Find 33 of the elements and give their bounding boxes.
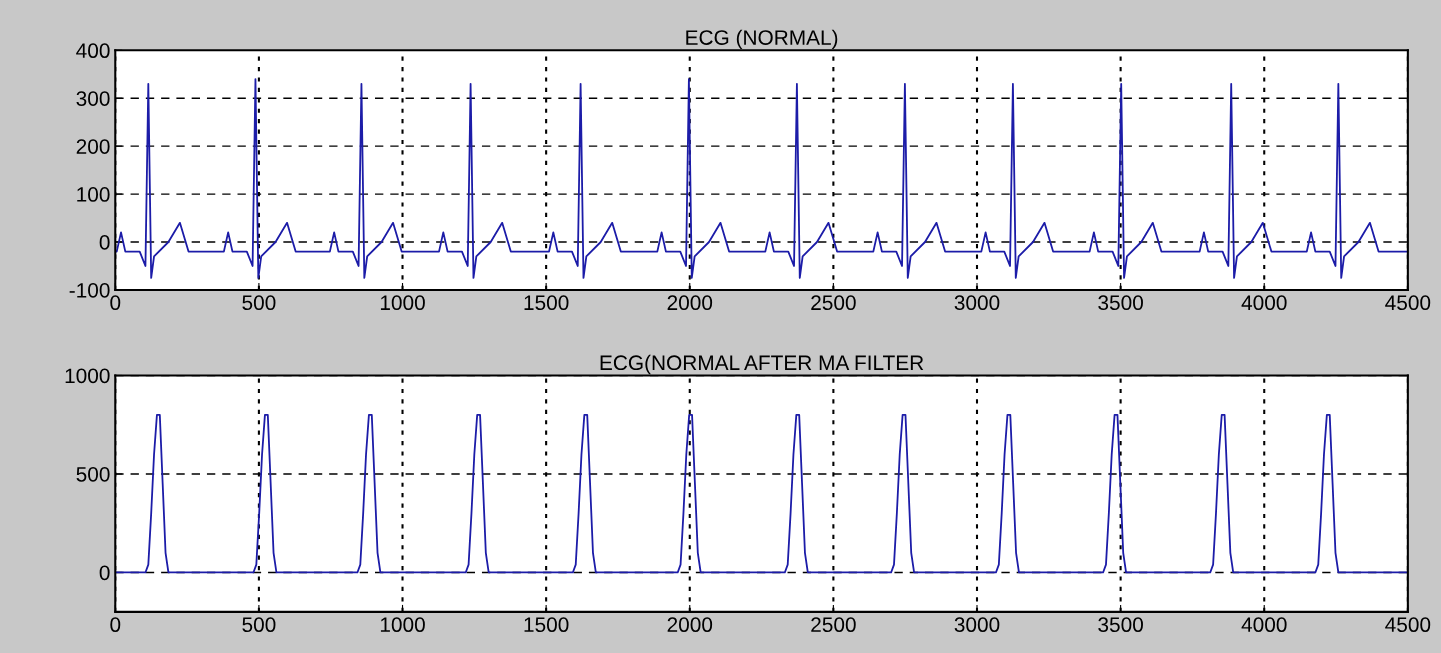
y-tick-label: 1000 (65, 368, 110, 384)
x-tick-label: 1500 (524, 295, 569, 311)
y-tick-label: 0 (99, 235, 110, 250)
y-tick-label: -100 (69, 282, 110, 298)
x-tick-label: 4000 (1241, 617, 1287, 633)
y-tick-label: 200 (76, 139, 110, 154)
x-tick-label: 1000 (380, 617, 425, 633)
x-tick-label: 0 (110, 295, 121, 311)
x-tick-label: 3500 (1098, 617, 1143, 633)
line-series (115, 413, 1408, 574)
y-tick-label: 300 (76, 91, 110, 106)
x-tick-label: 2500 (811, 617, 856, 633)
y-tick-label: 500 (76, 466, 110, 482)
x-tick-label: 3000 (954, 617, 1000, 633)
y-tick-label: 400 (76, 43, 110, 59)
x-tick-label: 4500 (1385, 617, 1431, 633)
x-tick-label: 3500 (1098, 295, 1143, 311)
x-tick-label: 0 (110, 617, 121, 633)
x-tick-label: 4000 (1241, 295, 1287, 311)
x-tick-label: 2000 (667, 295, 713, 311)
x-tick-label: 2000 (667, 617, 713, 633)
y-tick-label: 0 (99, 565, 110, 581)
y-tick-label: 100 (77, 187, 110, 202)
x-tick-label: 1000 (380, 295, 425, 311)
x-tick-label: 1500 (524, 617, 569, 633)
x-tick-label: 3000 (954, 295, 1000, 311)
x-tick-label: 500 (242, 617, 276, 633)
x-tick-label: 4500 (1385, 295, 1431, 311)
x-tick-label: 2500 (811, 295, 856, 311)
line-series (115, 78, 1408, 279)
chart-title: ECG (NORMAL) (686, 29, 838, 50)
x-tick-label: 500 (242, 295, 276, 311)
chart-title: ECG(NORMAL AFTER MA FILTER (600, 354, 924, 375)
